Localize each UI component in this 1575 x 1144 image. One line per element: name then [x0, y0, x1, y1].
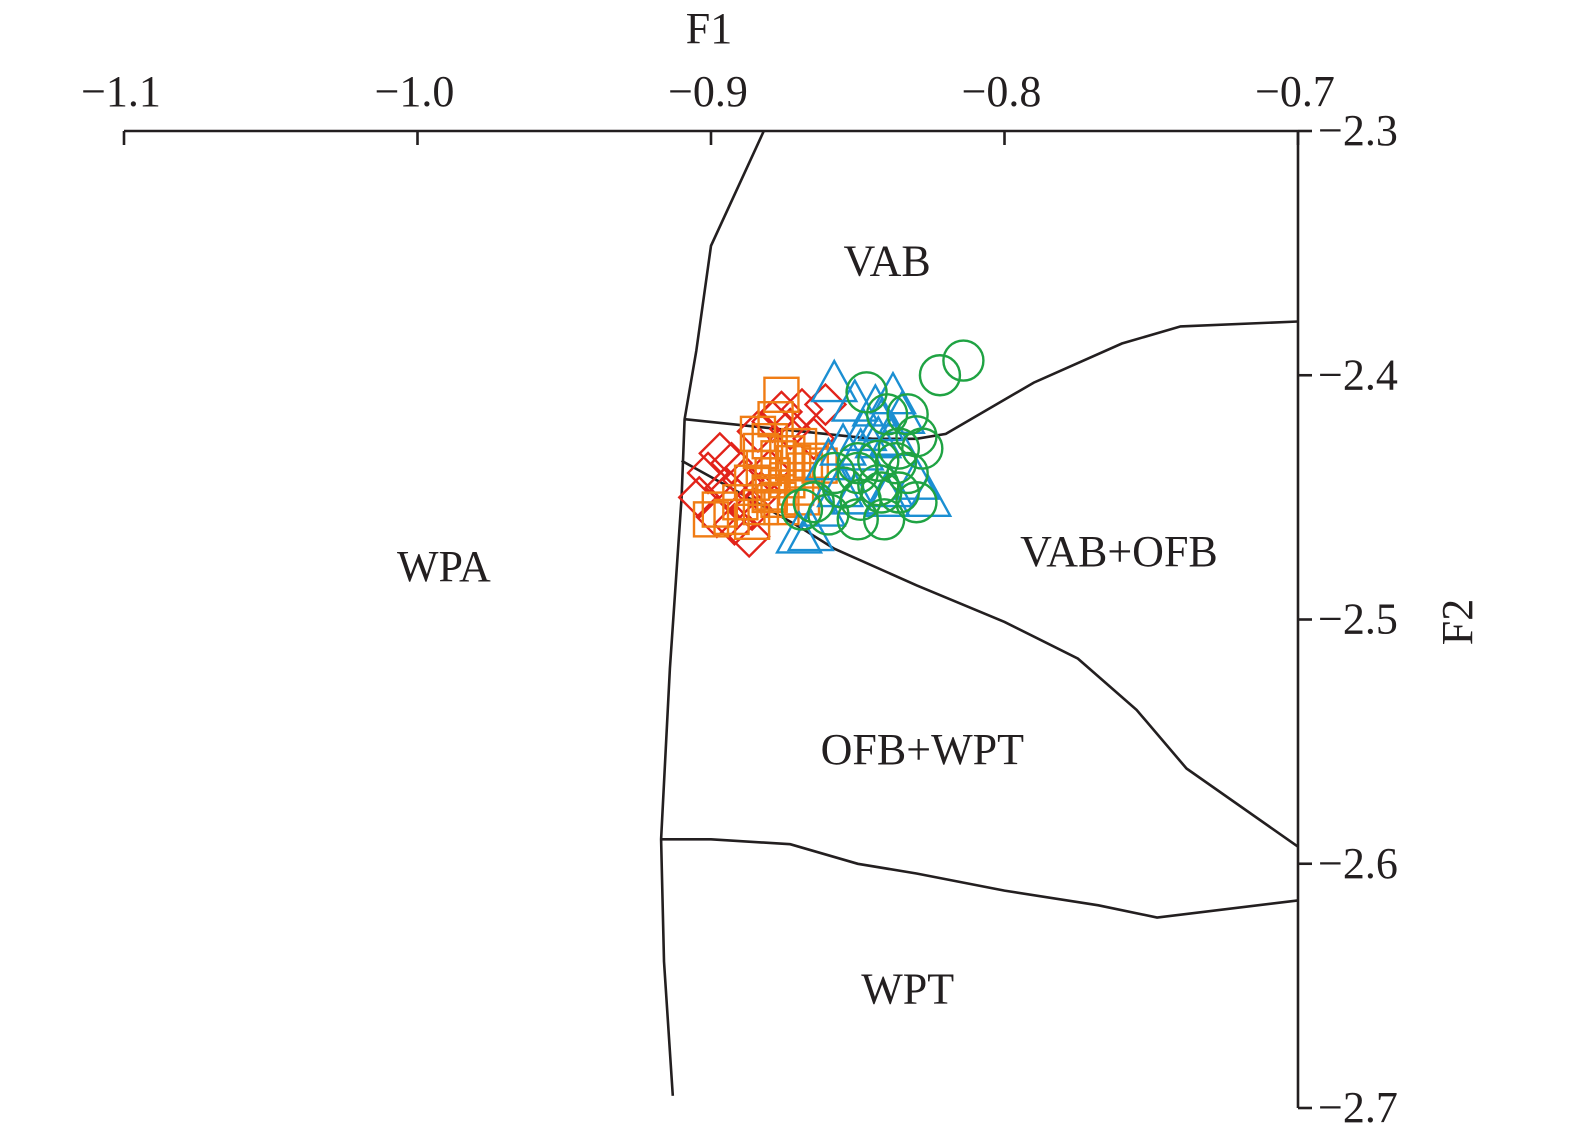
square-point	[701, 491, 739, 528]
y-tick-label: −2.7	[1318, 1083, 1398, 1132]
y-tick-label: −2.5	[1318, 595, 1398, 644]
square-point	[763, 376, 800, 413]
x-tick-label: −0.8	[962, 67, 1042, 116]
x-tick-label: −1.0	[375, 67, 455, 116]
circle-point	[813, 451, 856, 495]
x-tick-label: −1.1	[81, 67, 161, 116]
square-point	[739, 415, 777, 453]
square-point	[713, 498, 750, 536]
triangle-point	[904, 473, 953, 518]
y-ticks: −2.3 −2.4 −2.5 −2.6 −2.7	[1298, 106, 1398, 1132]
triangle-point	[851, 382, 900, 427]
triangle-point	[804, 436, 853, 481]
circle-point	[942, 339, 985, 382]
field-labels: VAB WPA VAB+OFB OFB+WPT WPT	[397, 236, 1218, 1013]
data-points	[677, 339, 985, 559]
field-label: OFB+WPT	[821, 725, 1024, 774]
ofb-boundary	[680, 459, 1299, 848]
circle-point	[901, 427, 944, 470]
x-ticks: −1.1 −1.0 −0.9 −0.8 −0.7	[81, 67, 1335, 145]
field-label: WPA	[397, 542, 491, 591]
square-point	[769, 435, 806, 472]
square-point	[692, 501, 730, 538]
axes: −1.1 −1.0 −0.9 −0.8 −0.7 −2.3−2.4−2.5−2.6−2.…	[81, 4, 1482, 1132]
circle-point	[857, 439, 900, 482]
diamond-point	[768, 407, 812, 451]
wpt-boundary	[661, 837, 1299, 919]
circle-point	[836, 498, 879, 541]
circle-point	[918, 354, 962, 397]
circle-point	[857, 463, 900, 507]
field-label: VAB	[843, 236, 930, 285]
triangle-point	[775, 509, 824, 554]
x-axis-title: F1	[686, 4, 732, 53]
y-tick-label: −2.3	[1318, 106, 1398, 155]
field-label: WPT	[861, 964, 954, 1013]
field-label: VAB+OFB	[1020, 527, 1218, 576]
circle-point	[860, 471, 903, 514]
left-boundary	[659, 130, 765, 1096]
triangle-point	[830, 470, 879, 515]
circle-point	[792, 481, 835, 524]
square-point	[763, 488, 800, 526]
y-tick-label: −2.4	[1318, 350, 1398, 399]
triangle-point	[854, 414, 903, 459]
circle-point	[865, 393, 909, 436]
square-point	[742, 488, 780, 526]
circle-point	[862, 498, 906, 541]
square-point	[780, 427, 818, 465]
diamond-point	[677, 475, 721, 520]
triangle-point	[810, 358, 859, 403]
diamond-point	[803, 382, 848, 427]
field-boundaries	[659, 130, 1299, 1096]
square-point	[792, 442, 829, 479]
y-axis-title: F2	[1433, 599, 1482, 645]
x-tick-label: −0.9	[668, 67, 748, 116]
triangle-point	[816, 463, 865, 508]
circle-point	[877, 427, 921, 470]
diamond-point	[792, 417, 836, 461]
circle-point	[780, 488, 824, 531]
y-tick-label: −2.6	[1318, 839, 1398, 888]
x-tick-label: −0.7	[1255, 67, 1335, 116]
